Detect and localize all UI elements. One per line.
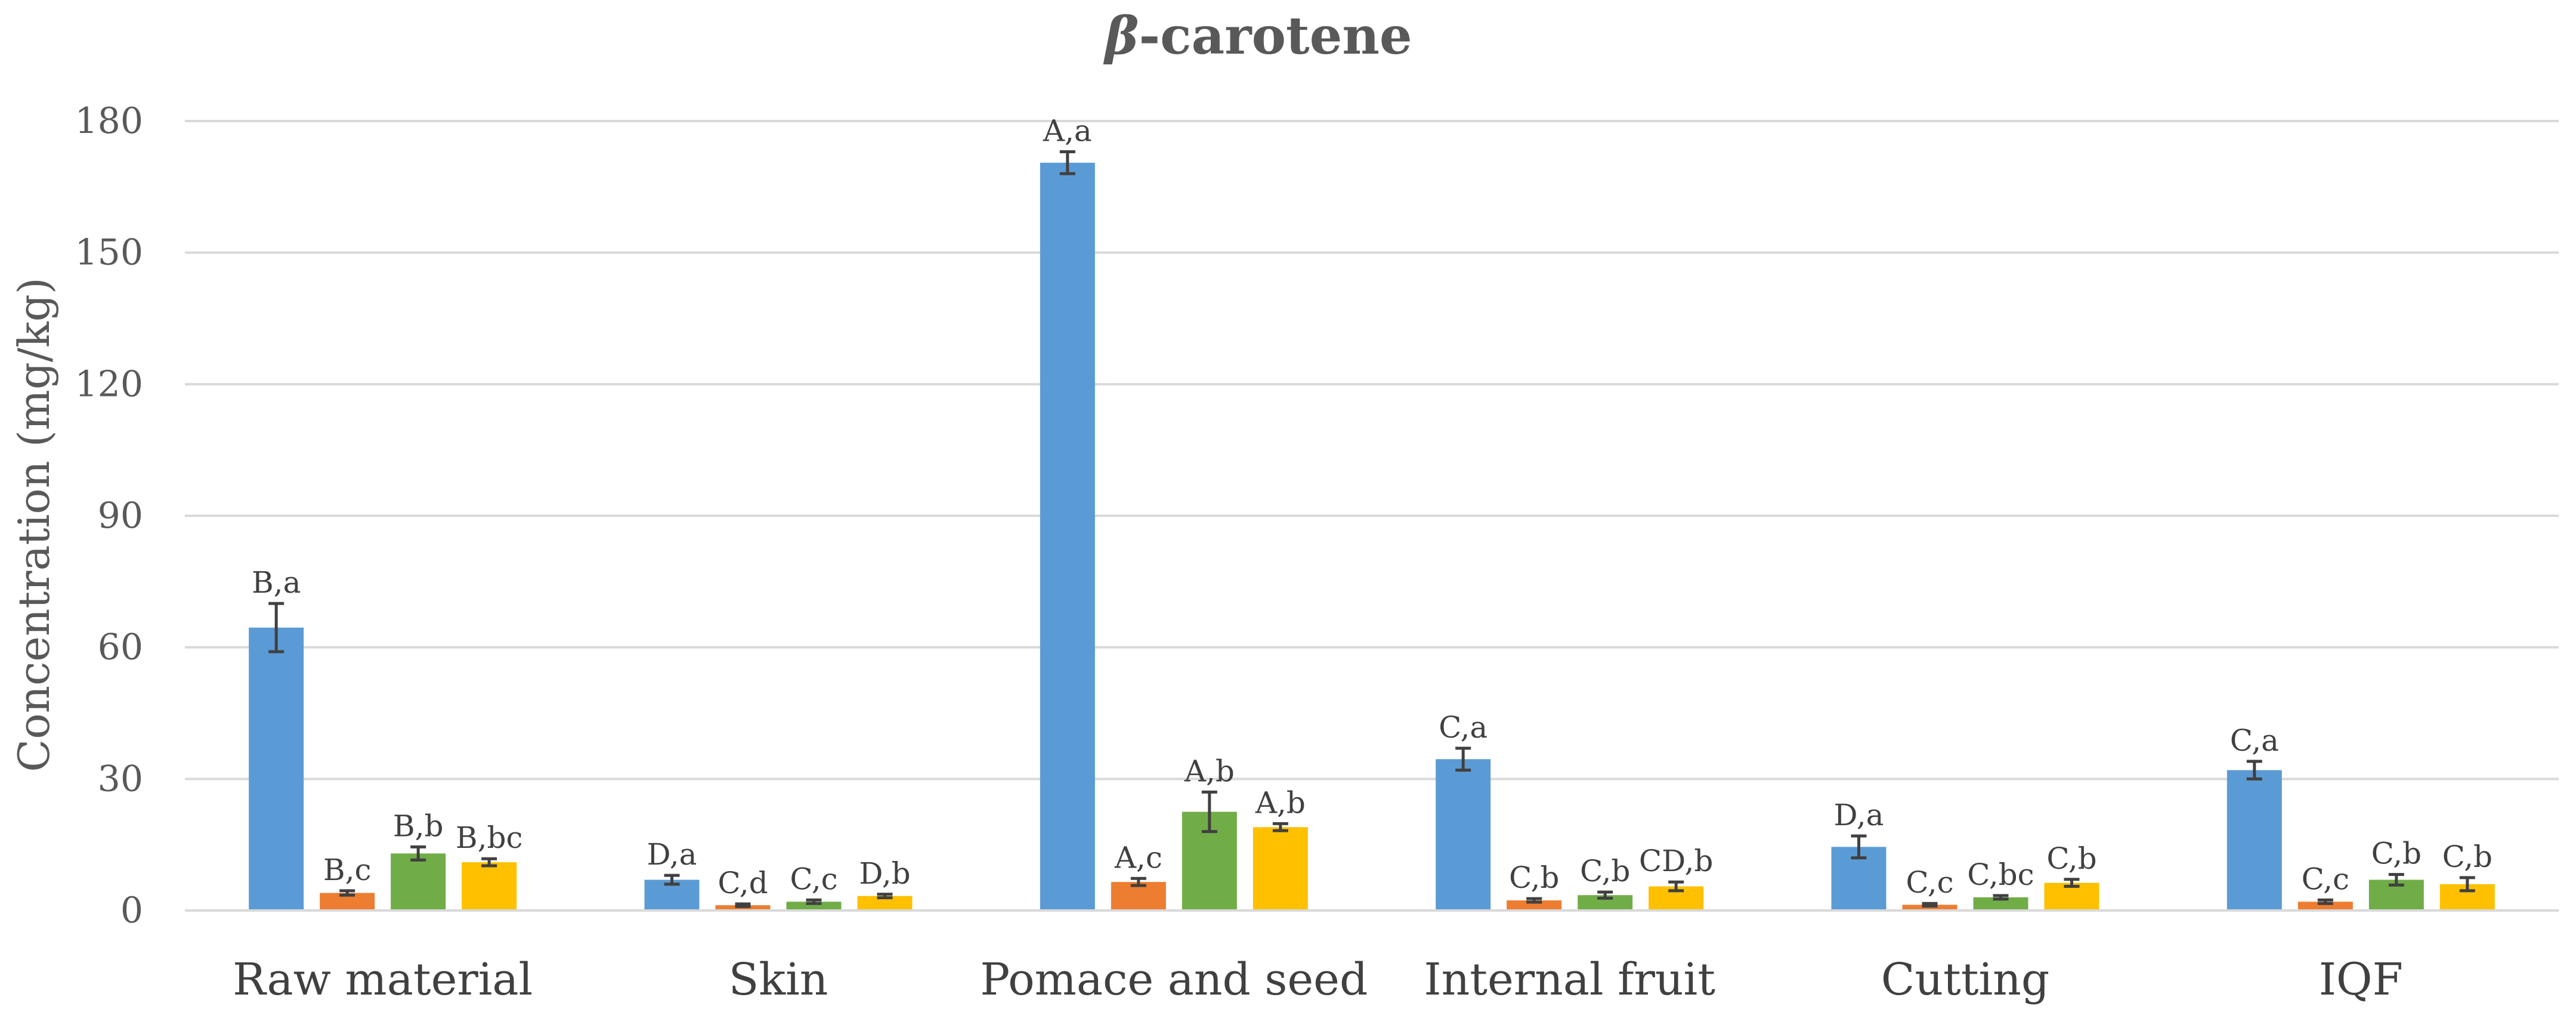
error-bar-s0-c0 (268, 602, 284, 653)
error-bar-s2-c0 (410, 845, 426, 862)
error-bar-s0-c4 (1851, 834, 1867, 860)
y-tick-label-60: 60 (98, 627, 143, 668)
chart-title-symbol: β (1103, 6, 1139, 66)
error-bars (268, 150, 2475, 908)
data-label-s0-c1: D,a (647, 837, 697, 872)
error-bar-s2-c4 (1993, 894, 2009, 901)
y-tick-label-120: 120 (75, 363, 143, 405)
bar-s2-c1 (786, 902, 842, 910)
data-label-s3-c0: B,bc (456, 820, 523, 855)
error-bar-s3-c0 (481, 857, 497, 868)
error-bar-s1-c5 (2317, 898, 2333, 905)
bar-s3-c0 (462, 862, 517, 910)
data-label-s2-c3: C,b (1580, 854, 1630, 888)
data-label-s2-c4: C,bc (1967, 857, 2034, 892)
data-label-s1-c2: A,c (1114, 840, 1162, 875)
error-bar-s3-c1 (877, 893, 893, 900)
category-label-1: Skin (729, 954, 828, 1005)
data-label-s1-c3: C,b (1509, 860, 1559, 895)
error-bar-s3-c2 (1272, 822, 1288, 832)
data-label-s0-c2: A,a (1043, 113, 1092, 148)
y-axis-title: Concentration (mg/kg) (9, 277, 59, 772)
error-bar-s1-c0 (339, 889, 355, 897)
data-labels: B,a B,c B,b B,bc D,a C,d C,c D,b A,a A,c A,b A,b C,a… (252, 113, 2492, 900)
bar-s2-c4 (1973, 897, 2028, 910)
error-bar-s1-c2 (1130, 876, 1146, 887)
error-bar-s2-c1 (806, 898, 822, 905)
category-label-0: Raw material (233, 954, 533, 1005)
bar-s0-c3 (1436, 759, 1491, 910)
data-label-s2-c2: A,b (1184, 754, 1235, 788)
data-label-s3-c1: D,b (859, 856, 910, 891)
error-bar-s0-c1 (664, 874, 680, 886)
bar-s1-c4 (1902, 905, 1957, 910)
error-bar-s1-c1 (735, 902, 751, 908)
bar-s0-c5 (2226, 770, 2282, 910)
bar-s0-c0 (249, 627, 304, 910)
y-tick-labels: 0 30 60 90 120 150 180 (75, 100, 143, 931)
y-tick-label-30: 30 (98, 758, 143, 800)
data-label-s1-c0: B,c (323, 853, 372, 887)
data-label-s0-c4: D,a (1833, 798, 1884, 832)
error-bar-s1-c3 (1526, 897, 1542, 904)
data-label-s2-c1: C,c (790, 862, 837, 896)
error-bar-s3-c5 (2459, 876, 2475, 893)
error-bar-s2-c3 (1597, 890, 1613, 900)
chart-title: β-carotene (1103, 6, 1412, 66)
category-label-4: Cutting (1881, 954, 2049, 1005)
bar-s2-c0 (391, 853, 446, 910)
data-label-s3-c3: CD,b (1639, 844, 1713, 878)
category-label-5: IQF (2319, 954, 2403, 1005)
y-tick-label-150: 150 (75, 232, 143, 274)
bar-s1-c3 (1507, 900, 1562, 910)
y-tick-label-0: 0 (120, 890, 143, 931)
data-label-s3-c5: C,b (2442, 840, 2492, 874)
error-bar-s0-c5 (2246, 760, 2262, 780)
error-bar-s2-c5 (2388, 873, 2404, 887)
gridlines (185, 120, 2559, 780)
error-bar-s2-c2 (1201, 790, 1217, 834)
chart-title-rest: -carotene (1139, 6, 1412, 66)
data-label-s0-c0: B,a (252, 565, 301, 600)
error-bar-s0-c2 (1059, 150, 1075, 175)
data-label-s2-c5: C,b (2371, 837, 2422, 871)
data-label-s2-c0: B,b (393, 809, 444, 843)
data-label-s0-c3: C,a (1439, 710, 1488, 745)
y-tick-label-180: 180 (75, 100, 143, 142)
bar-s0-c2 (1040, 162, 1095, 910)
category-labels: Raw material Skin Pomace and seed Internal … (233, 954, 2403, 1005)
category-label-2: Pomace and seed (980, 954, 1368, 1005)
data-label-s0-c5: C,a (2230, 723, 2279, 758)
category-label-3: Internal fruit (1424, 954, 1715, 1005)
error-bar-s0-c3 (1455, 747, 1471, 772)
bar-s1-c5 (2297, 902, 2353, 910)
bar-s3-c2 (1253, 827, 1308, 910)
bars (249, 162, 2495, 910)
data-label-s1-c4: C,c (1906, 865, 1953, 900)
error-bar-s3-c3 (1668, 880, 1684, 893)
error-bar-s1-c4 (1922, 902, 1938, 908)
data-label-s3-c2: A,b (1255, 785, 1306, 820)
data-label-s1-c5: C,c (2302, 862, 2349, 896)
error-bar-s3-c4 (2064, 878, 2080, 888)
data-label-s3-c4: C,b (2046, 841, 2096, 876)
y-tick-label-90: 90 (98, 495, 143, 537)
data-label-s1-c1: C,d (718, 866, 768, 900)
